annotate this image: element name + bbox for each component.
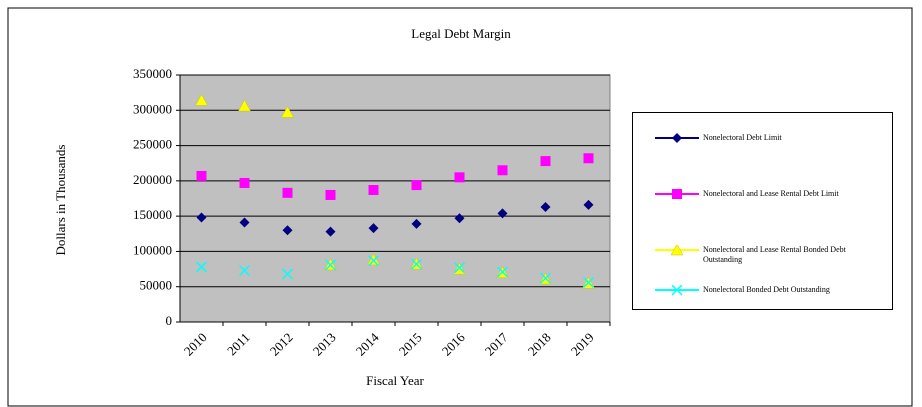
data-point	[196, 212, 207, 223]
data-point	[281, 268, 294, 280]
plot-area	[179, 74, 611, 323]
data-point	[540, 156, 551, 167]
y-tick-label: 100000	[133, 242, 172, 257]
data-point	[282, 187, 293, 198]
legend: Nonelectoral Debt Limit Nonelectoral and …	[632, 112, 893, 310]
legend-item: Nonelectoral and Lease Rental Debt Limit	[641, 189, 886, 219]
y-tick-label: 50000	[140, 278, 173, 293]
legend-label: Nonelectoral Debt Limit	[703, 133, 782, 142]
y-tick-label: 300000	[133, 101, 172, 116]
legend-item: Nonelectoral Bonded Debt Outstanding	[641, 285, 886, 315]
data-point	[196, 170, 207, 181]
data-point	[411, 218, 422, 229]
y-tick-label: 150000	[133, 207, 172, 222]
data-point	[496, 266, 509, 278]
y-tick-label: 350000	[133, 66, 172, 81]
legend-swatch	[655, 245, 699, 256]
data-point	[582, 276, 595, 289]
data-point	[583, 153, 594, 164]
data-point	[368, 185, 379, 196]
data-point	[497, 208, 508, 219]
legend-item: Nonelectoral and Lease Rental Bonded Deb…	[641, 245, 886, 275]
legend-marker	[672, 133, 682, 143]
data-point	[368, 223, 379, 234]
legend-swatch	[655, 133, 699, 143]
data-point	[411, 180, 422, 191]
data-point	[453, 262, 466, 274]
y-tick-label: 250000	[133, 137, 172, 152]
y-axis-label: Dollars in Thousands	[53, 145, 68, 256]
legend-label: Nonelectoral and Lease Rental Bonded Deb…	[703, 245, 846, 264]
legend-item: Nonelectoral Debt Limit	[641, 133, 886, 163]
legend-label: Nonelectoral and Lease Rental Debt Limit	[703, 189, 839, 198]
x-axis-label: Fiscal Year	[366, 373, 424, 388]
legend-marker	[670, 245, 684, 256]
legend-marker	[672, 189, 682, 199]
data-point	[195, 261, 208, 273]
data-point	[238, 99, 251, 112]
legend-marker	[671, 285, 683, 296]
data-point	[410, 258, 423, 270]
y-tick-label: 200000	[133, 172, 172, 187]
legend-swatch	[655, 285, 699, 296]
data-point	[238, 264, 251, 277]
data-point	[324, 259, 337, 271]
data-point	[540, 201, 551, 212]
data-point	[281, 105, 294, 118]
data-point	[195, 93, 208, 106]
data-point	[497, 165, 508, 176]
legend-label: Nonelectoral Bonded Debt Outstanding	[703, 285, 830, 294]
data-point	[367, 255, 380, 267]
chart-title: Legal Debt Margin	[411, 26, 511, 41]
data-point	[583, 199, 594, 210]
data-point	[454, 172, 465, 183]
data-point	[282, 225, 293, 236]
data-point	[239, 177, 250, 188]
data-point	[454, 213, 465, 224]
y-tick-label: 0	[166, 313, 173, 328]
legend-swatch	[655, 189, 699, 199]
data-point	[367, 253, 380, 266]
data-point	[325, 226, 336, 237]
data-point	[539, 272, 552, 284]
data-point	[239, 217, 250, 228]
data-point	[325, 189, 336, 200]
